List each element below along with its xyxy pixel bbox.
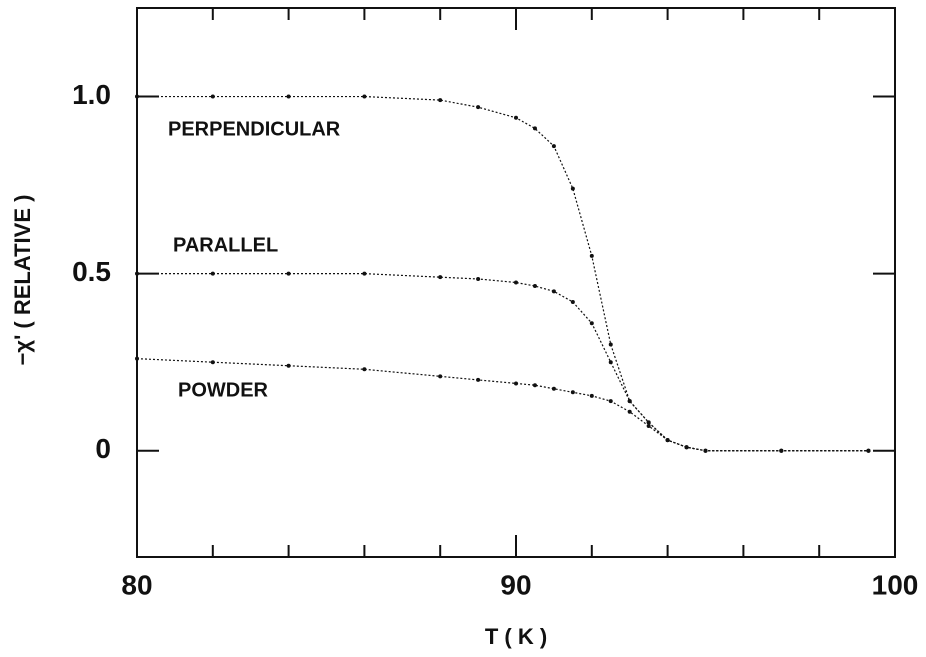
- data-point: [476, 105, 481, 110]
- data-point: [210, 94, 215, 99]
- data-point: [135, 356, 139, 361]
- data-point: [570, 390, 575, 395]
- data-point: [589, 253, 594, 258]
- data-point: [551, 386, 556, 391]
- data-point: [438, 275, 443, 280]
- data-point: [286, 94, 291, 99]
- data-point: [532, 383, 537, 388]
- data-point: [589, 393, 594, 398]
- series-label: POWDER: [178, 379, 269, 401]
- data-point: [646, 420, 651, 425]
- data-point: [135, 271, 139, 276]
- data-point: [570, 299, 575, 304]
- data-point: [627, 409, 632, 414]
- data-point: [608, 360, 613, 365]
- data-point: [476, 377, 481, 382]
- data-point: [514, 115, 518, 120]
- data-point: [551, 144, 556, 149]
- data-point: [703, 448, 708, 453]
- x-tick-label: 90: [500, 569, 531, 600]
- data-point: [646, 423, 651, 428]
- data-point: [210, 271, 215, 276]
- data-point: [608, 342, 613, 347]
- data-point: [438, 374, 443, 379]
- data-point: [570, 186, 575, 191]
- data-point: [532, 126, 537, 131]
- data-point: [684, 445, 689, 450]
- x-tick-label: 80: [121, 569, 152, 600]
- series-line: [136, 358, 869, 452]
- x-axis-label: T ( K ): [485, 624, 547, 649]
- data-point: [589, 321, 594, 326]
- data-point: [286, 363, 291, 368]
- data-point: [438, 98, 443, 103]
- y-axis-label: −χ' ( RELATIVE ): [10, 195, 35, 366]
- series-label: PARALLEL: [173, 234, 278, 256]
- data-point: [476, 276, 481, 281]
- y-tick-label: 0.5: [72, 256, 111, 287]
- data-point: [551, 289, 556, 294]
- data-point: [779, 448, 784, 453]
- data-point: [362, 271, 367, 276]
- data-point: [665, 438, 670, 443]
- data-point: [286, 271, 291, 276]
- series-label: PERPENDICULAR: [168, 118, 341, 140]
- data-point: [514, 280, 518, 285]
- series-line: [137, 273, 869, 452]
- data-point: [866, 448, 871, 453]
- data-point: [608, 399, 613, 404]
- data-point: [514, 381, 518, 386]
- x-tick-label: 100: [872, 569, 919, 600]
- y-tick-label: 0: [95, 433, 111, 464]
- data-point: [362, 367, 367, 372]
- y-tick-label: 1.0: [72, 79, 111, 110]
- data-point: [532, 284, 537, 289]
- data-point: [210, 360, 215, 365]
- data-point: [627, 399, 632, 404]
- data-point: [362, 94, 367, 99]
- data-point: [135, 94, 139, 99]
